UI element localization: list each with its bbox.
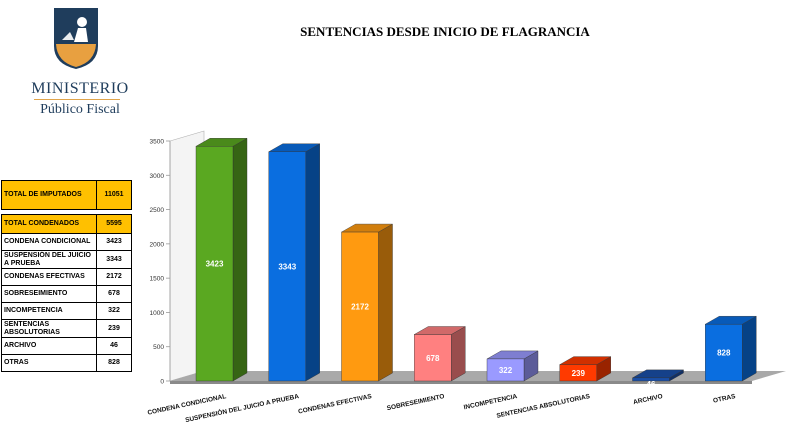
- bar-data-label: 322: [499, 366, 513, 375]
- logo: MINISTERIO Público Fiscal: [30, 6, 140, 118]
- total-imputados-value: 11051: [96, 180, 132, 210]
- total-condenados-value: 5595: [96, 214, 132, 234]
- table-row: OTRAS 828: [1, 354, 132, 372]
- table-row: INCOMPETENCIA 322: [1, 302, 132, 320]
- chart-floor-edge: [170, 381, 752, 384]
- bar-side: [451, 326, 466, 382]
- bar-side: [232, 137, 248, 382]
- bar-data-label: 828: [717, 349, 731, 358]
- x-category-label: CONDENAS EFECTIVAS: [298, 393, 373, 416]
- summary-table: TOTAL DE IMPUTADOS 11051 TOTAL CONDENADO…: [1, 180, 132, 372]
- y-tick-label: 0: [160, 379, 164, 386]
- bar: [559, 364, 597, 382]
- bar: [632, 377, 670, 382]
- logo-subtitle: Público Fiscal: [40, 102, 120, 117]
- x-category-label: INCOMPETENCIA: [463, 393, 518, 411]
- x-category-label: ARCHIVO: [633, 393, 664, 406]
- bar-data-label: 46: [647, 380, 656, 389]
- row-value: 828: [96, 354, 132, 372]
- logo-divider: [34, 99, 120, 100]
- y-tick-label: 1000: [150, 310, 165, 317]
- x-category-label: OTRAS: [712, 393, 736, 405]
- y-tick-label: 3500: [150, 139, 165, 146]
- bar: [486, 358, 525, 382]
- chart-floor: [170, 371, 786, 381]
- total-condenados-label: TOTAL CONDENADOS: [1, 214, 97, 234]
- x-category-label: SOBRESEIMIENTO: [386, 393, 445, 412]
- chart-title: SENTENCIAS DESDE INICIO DE FLAGRANCIA: [300, 24, 590, 39]
- y-tick-label: 1500: [150, 276, 165, 283]
- bar-data-label: 239: [572, 369, 586, 378]
- bar-side: [305, 143, 320, 382]
- logo-title: MINISTERIO: [31, 80, 129, 97]
- table-row: TOTAL CONDENADOS 5595: [1, 214, 132, 234]
- bar: [195, 146, 234, 382]
- bar-side: [742, 315, 757, 382]
- bar-data-label: 678: [426, 354, 440, 363]
- table-row: TOTAL DE IMPUTADOS 11051: [1, 180, 132, 210]
- y-tick-label: 2000: [150, 241, 165, 248]
- y-tick-label: 2500: [150, 207, 165, 214]
- bar: [414, 334, 452, 382]
- logo-emblem-icon: [54, 8, 98, 69]
- bar-data-label: 3343: [278, 262, 296, 271]
- y-tick-label: 500: [153, 344, 164, 351]
- table-row: CONDENAS EFECTIVAS 2172: [1, 268, 132, 286]
- bar: [341, 231, 379, 382]
- table-row: SUSPENSIÓN DEL JUICIO A PRUEBA 3343: [1, 250, 132, 269]
- x-category-label: SUSPENSIÓN DEL JUICIO A PRUEBA: [184, 391, 300, 424]
- total-imputados-label: TOTAL DE IMPUTADOS: [1, 180, 97, 210]
- bar-side: [378, 223, 393, 382]
- bar: [705, 324, 743, 382]
- bar-data-label: 2172: [351, 303, 369, 312]
- bar: [268, 151, 306, 382]
- bar-data-label: 3423: [206, 260, 224, 269]
- y-tick-label: 3000: [150, 173, 165, 180]
